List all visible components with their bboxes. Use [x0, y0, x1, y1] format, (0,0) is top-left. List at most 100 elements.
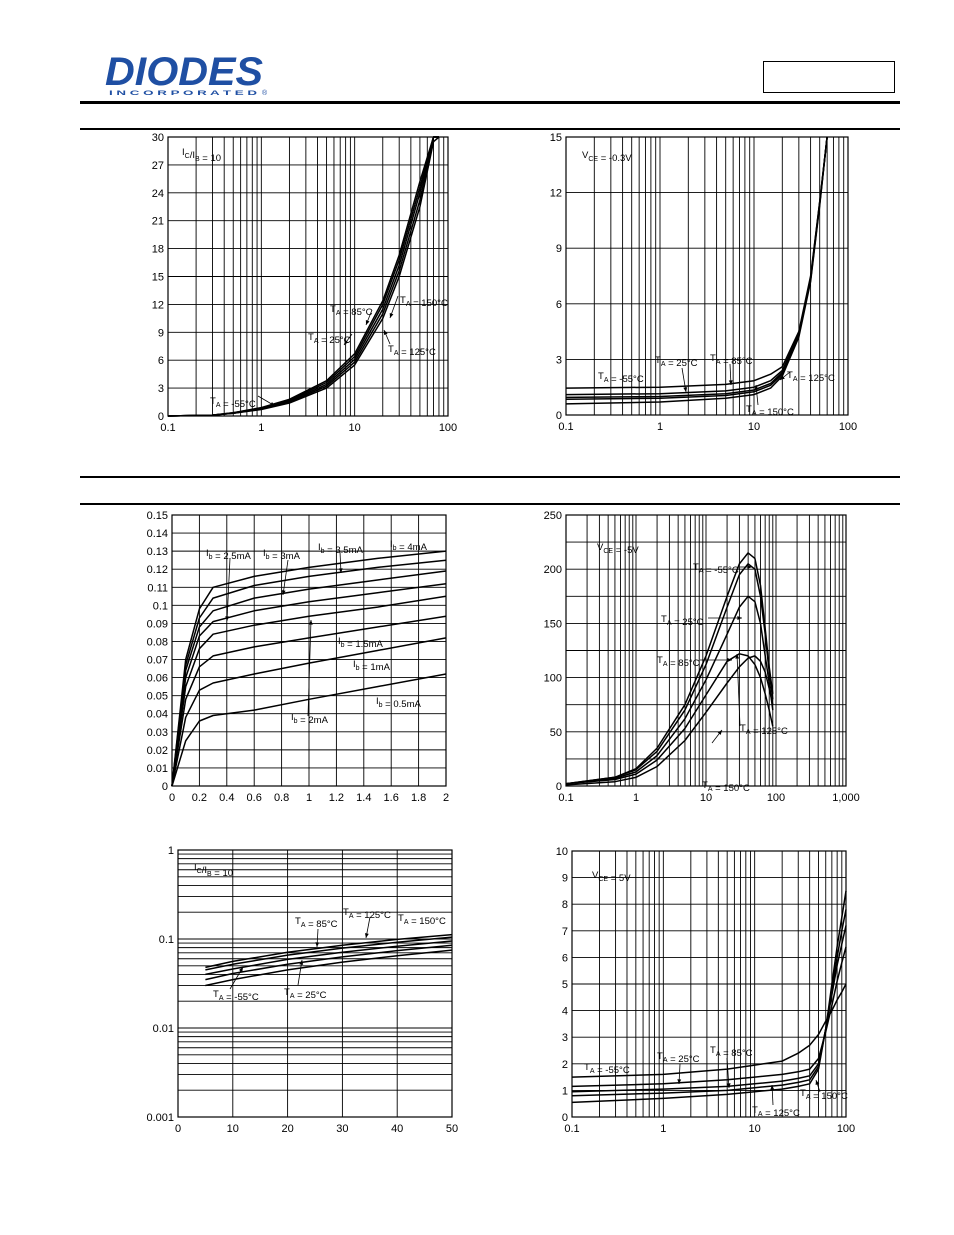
arrow-head: [735, 654, 740, 659]
series-line: [167, 136, 439, 417]
chart-condition-note: VCE = -5V: [597, 542, 639, 556]
y-tick-label: 0.15: [147, 510, 168, 522]
x-tick-label: 0: [175, 1123, 181, 1135]
y-tick-label: 7: [562, 926, 568, 938]
arrow-head: [737, 616, 742, 620]
series-label: Ib = 3.5mA: [318, 542, 363, 556]
y-tick-label: 0.01: [147, 763, 168, 775]
y-tick-label: 0.02: [147, 745, 168, 757]
arrow-head: [308, 620, 313, 625]
series-line: [565, 595, 774, 785]
arrow-head: [315, 942, 320, 947]
y-tick-label: 9: [158, 327, 164, 339]
series-label: TA = -55°C: [213, 989, 259, 1003]
x-tick-label: 0.1: [558, 421, 573, 433]
y-tick-label: 100: [544, 673, 562, 685]
series-label: TA = 85°C: [710, 353, 753, 367]
y-tick-label: 200: [544, 564, 562, 576]
y-tick-label: 10: [556, 846, 568, 858]
arrow-head: [754, 385, 759, 390]
x-tick-label: 0.1: [564, 1123, 579, 1135]
series-label: Ib = 3mA: [263, 548, 301, 562]
x-tick-label: 0.1: [160, 422, 175, 434]
arrow-head: [389, 313, 394, 318]
series-label: TA = 85°C: [710, 1045, 753, 1059]
series-label: TA = 125°C: [787, 370, 835, 384]
x-tick-label: 10: [700, 792, 712, 804]
y-tick-label: 0.07: [147, 655, 168, 667]
x-tick-label: 100: [439, 422, 457, 434]
series-label: TA = -55°C: [584, 1062, 630, 1076]
plot-frame: [167, 136, 449, 417]
section-rule-top: [80, 128, 900, 130]
series-line: [171, 550, 447, 787]
x-tick-label: 1: [660, 1123, 666, 1135]
x-tick-label: 1: [306, 792, 312, 804]
chart-condition-note: VCE = 5V: [592, 870, 631, 884]
series-line: [171, 673, 447, 787]
series-line: [171, 570, 447, 787]
section-rule-mid-a: [80, 476, 900, 478]
y-tick-label: 27: [152, 160, 164, 172]
series-line: [565, 552, 774, 785]
series-label: TA = 125°C: [740, 723, 788, 737]
arrow-head: [364, 933, 369, 938]
x-tick-label: 50: [446, 1123, 458, 1135]
y-tick-label: 0.08: [147, 636, 168, 648]
header-rule: [80, 101, 900, 104]
series-line: [565, 653, 774, 785]
y-tick-label: 3: [158, 383, 164, 395]
grid: [565, 136, 849, 416]
label-leader: [226, 557, 231, 622]
y-tick-label: 0.001: [146, 1112, 174, 1124]
x-tick-label: 1.8: [411, 792, 426, 804]
y-tick-label: 3: [556, 354, 562, 366]
x-tick-label: 0: [169, 792, 175, 804]
y-tick-label: 0.01: [153, 1023, 174, 1035]
x-tick-label: 100: [837, 1123, 855, 1135]
arrow-head: [338, 568, 343, 573]
series-line: [571, 946, 847, 1088]
arrow-head: [717, 730, 722, 735]
plot-frame: [177, 849, 453, 1118]
label-leader: [307, 619, 312, 717]
plot-frame: [171, 514, 447, 787]
arrow-head: [270, 401, 275, 406]
series-line: [171, 582, 447, 787]
x-tick-label: 100: [839, 421, 857, 433]
arrow-head: [299, 960, 304, 965]
x-tick-label: 1: [258, 422, 264, 434]
y-tick-label: 0: [556, 781, 562, 793]
y-tick-label: 0.1: [159, 934, 174, 946]
y-tick-label: 5: [562, 979, 568, 991]
y-tick-label: 8: [562, 899, 568, 911]
series-label: TA = -55°C: [693, 562, 739, 576]
series-line: [571, 925, 847, 1093]
x-tick-label: 1: [633, 792, 639, 804]
x-tick-label: 0.4: [219, 792, 234, 804]
series-line: [571, 890, 847, 1104]
y-tick-label: 0.06: [147, 673, 168, 685]
series-line: [565, 655, 774, 786]
plot-frame: [565, 514, 847, 787]
series-line: [571, 909, 847, 1097]
y-tick-label: 30: [152, 132, 164, 144]
y-tick-label: 0.1: [153, 600, 168, 612]
y-tick-label: 2: [562, 1059, 568, 1071]
series-label: TA = -55°C: [598, 371, 644, 385]
x-tick-label: 2: [443, 792, 449, 804]
y-tick-label: 1: [168, 845, 174, 857]
arrow-head: [384, 330, 388, 335]
series-label: Ib = 2mA: [291, 712, 329, 726]
x-tick-label: 10: [749, 1123, 761, 1135]
series-label: TA = 150°C: [702, 780, 750, 794]
x-tick-label: 0.8: [274, 792, 289, 804]
x-tick-label: 1.2: [329, 792, 344, 804]
series-label: TA = 150°C: [398, 913, 446, 927]
arrow-head: [726, 1083, 731, 1088]
label-leader: [282, 559, 289, 596]
